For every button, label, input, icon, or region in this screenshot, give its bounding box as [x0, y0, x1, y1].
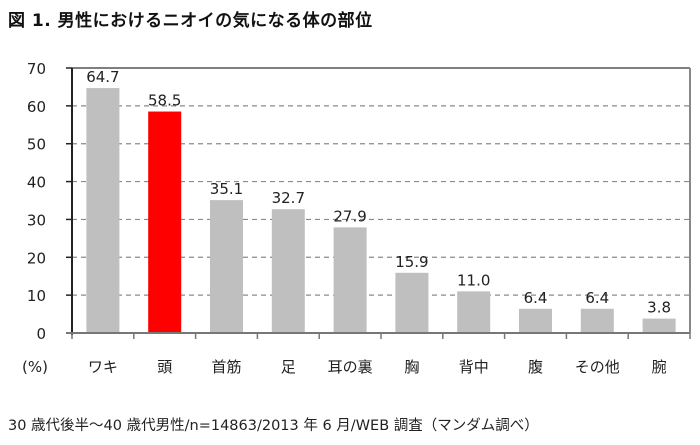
y-tick-label: 60 [27, 98, 46, 116]
category-label: 耳の裏 [328, 358, 373, 376]
bar-頭 [148, 111, 182, 334]
category-label: 胸 [404, 358, 419, 376]
category-label: 足 [281, 358, 296, 376]
y-tick-label: 50 [27, 136, 46, 154]
y-tick-label: 20 [27, 249, 46, 267]
value-label: 6.4 [524, 289, 548, 307]
bar-首筋 [210, 200, 243, 333]
y-axis-label: (%) [22, 358, 48, 376]
value-label: 6.4 [585, 289, 609, 307]
bar-胸 [395, 272, 429, 333]
y-tick-label: 70 [27, 60, 46, 78]
y-tick-label: 10 [27, 287, 46, 305]
bar-背中 [457, 291, 491, 333]
bar-足 [271, 209, 305, 333]
category-label: ワキ [88, 358, 118, 376]
category-label: 首筋 [211, 358, 241, 376]
source-footnote: 30 歳代後半〜40 歳代男性/n=14863/2013 年 6 月/WEB 調… [8, 418, 539, 434]
value-label: 11.0 [457, 271, 490, 289]
chart-title: 図 1. 男性におけるニオイの気になる体の部位 [8, 11, 373, 31]
value-label: 27.9 [333, 207, 366, 225]
category-label: その他 [575, 358, 620, 376]
value-label: 64.7 [86, 68, 119, 86]
bars: 64.7 58.5 35.1 32.7 27.9 15.9 11.0 6.4 6.4 3.8 [86, 68, 676, 334]
value-label: 35.1 [210, 180, 243, 198]
category-label: 腕 [652, 358, 667, 376]
bar-ワキ [86, 88, 120, 333]
bar-chart: 0 10 20 30 40 50 60 70 64.7 58.5 35.1 32.7 27.9 15.9… [22, 60, 691, 376]
y-axis: 0 10 20 30 40 50 60 70 [27, 60, 73, 343]
value-label: 32.7 [272, 189, 305, 207]
bar-耳の裏 [333, 227, 367, 333]
category-label: 腹 [528, 358, 543, 376]
gridlines [72, 105, 690, 296]
y-tick-label: 30 [27, 211, 46, 229]
y-tick-label: 0 [36, 325, 46, 343]
category-label: 背中 [459, 358, 489, 376]
value-label: 15.9 [395, 253, 428, 271]
y-tick-label: 40 [27, 174, 46, 192]
value-label: 58.5 [148, 92, 181, 110]
plot-frame [72, 67, 691, 333]
category-label: 頭 [157, 358, 172, 376]
value-label: 3.8 [647, 299, 671, 317]
bar-腹 [519, 308, 552, 333]
bar-腕 [642, 318, 676, 333]
bar-その他 [580, 308, 614, 333]
x-axis: ワキ 頭 首筋 足 耳の裏 胸 背中 腹 その他 腕 [66, 332, 691, 376]
